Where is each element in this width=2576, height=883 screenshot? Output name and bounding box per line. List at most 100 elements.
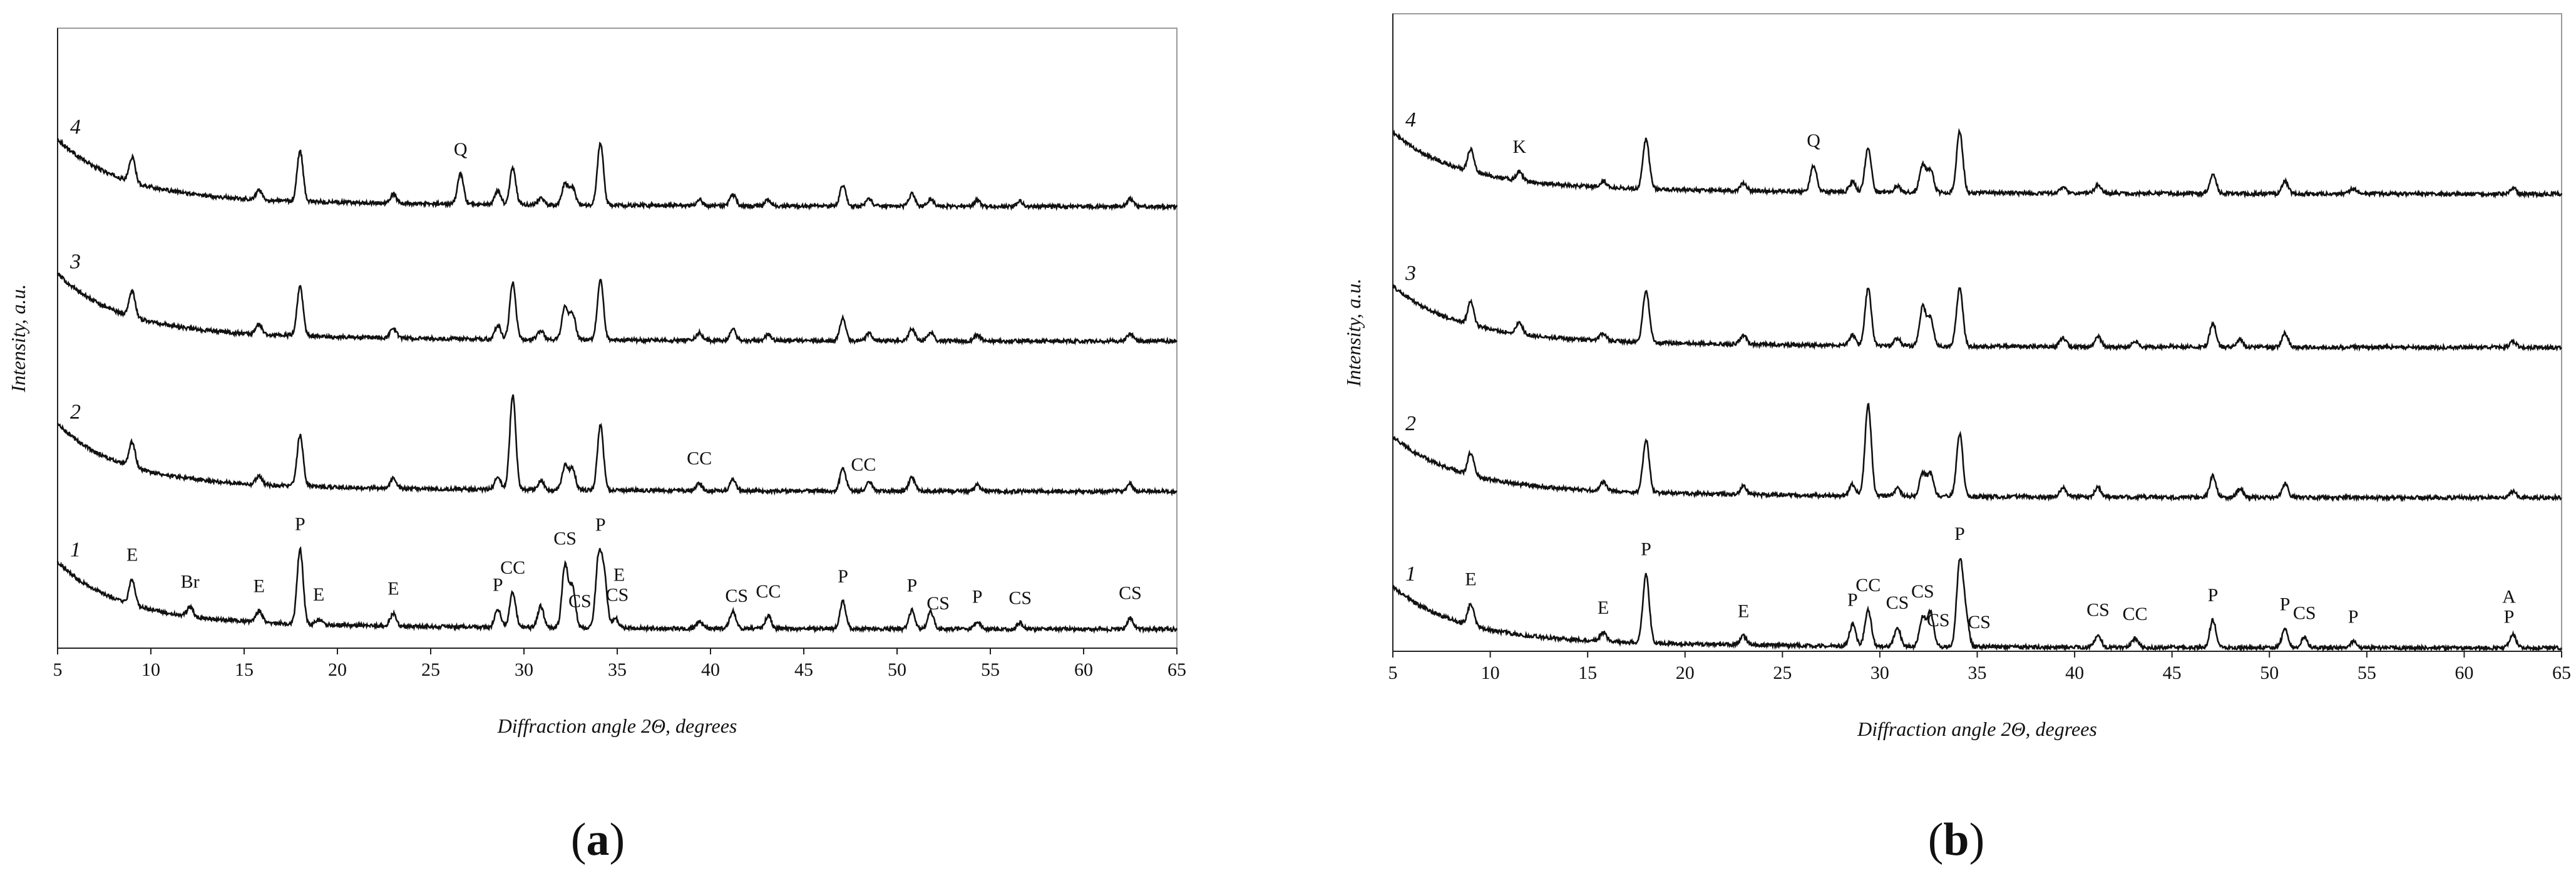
phase-annotation: E <box>613 565 625 586</box>
phase-annotation: CC <box>1855 575 1881 596</box>
x-tick-label: 55 <box>2358 663 2376 683</box>
phase-annotation: CS <box>1927 610 1950 631</box>
x-tick-label: 65 <box>2552 663 2571 683</box>
x-tick-label: 50 <box>2260 663 2279 683</box>
phase-annotation: P <box>1641 539 1651 560</box>
x-axis-label: Diffraction angle 2Θ, degrees <box>1857 718 2097 740</box>
series-4: 4Q <box>56 116 1178 212</box>
x-tick-label: 5 <box>53 659 63 680</box>
phase-annotation: P <box>2280 594 2291 614</box>
y-axis-label: Intensity, a.u. <box>7 284 29 393</box>
phase-annotation: E <box>1738 601 1749 622</box>
phase-annotation: CS <box>1968 612 1991 633</box>
x-tick-label: 30 <box>515 659 533 680</box>
phase-annotation: Br <box>181 571 200 592</box>
curve-number-label: 2 <box>1405 412 1416 435</box>
phase-annotation: E <box>126 545 138 565</box>
x-tick-label: 60 <box>1074 659 1093 680</box>
x-tick-label: 10 <box>1481 663 1500 683</box>
x-tick-label: 10 <box>141 659 160 680</box>
phase-annotation: E <box>254 576 265 597</box>
x-tick-label: 45 <box>794 659 813 680</box>
x-tick-label: 55 <box>981 659 1000 680</box>
phase-annotation: K <box>1512 137 1526 157</box>
x-tick-label: 25 <box>421 659 440 680</box>
phase-annotation: P <box>2504 607 2515 627</box>
curve-number-label: 4 <box>70 116 81 139</box>
phase-annotation: CS <box>606 585 629 606</box>
x-tick-label: 15 <box>1578 663 1597 683</box>
phase-annotation: E <box>1598 597 1609 618</box>
phase-annotation: CC <box>756 581 781 602</box>
curve-number-label: 1 <box>1405 562 1416 586</box>
phase-annotation: CS <box>553 529 577 549</box>
phase-annotation: CS <box>926 593 950 614</box>
diffraction-curve <box>56 272 1178 346</box>
phase-annotation: CS <box>1911 581 1934 602</box>
x-tick-label: 20 <box>328 659 347 680</box>
x-tick-label: 40 <box>701 659 720 680</box>
phase-annotation: CC <box>500 557 525 578</box>
diffraction-curve <box>56 394 1178 497</box>
x-tick-label: 40 <box>2065 663 2084 683</box>
phase-annotation: A <box>2502 587 2516 607</box>
phase-annotation: E <box>1465 569 1476 590</box>
x-tick-label: 60 <box>2455 663 2473 683</box>
phase-annotation: CS <box>2086 600 2110 621</box>
x-tick-label: 25 <box>1773 663 1792 683</box>
series-4: 4 K Q <box>1392 108 2563 199</box>
phase-annotation: CS <box>1886 592 1909 613</box>
phase-annotation: P <box>2348 606 2359 627</box>
phase-annotation: CC <box>2123 604 2148 624</box>
phase-annotation: P <box>906 575 917 596</box>
chart-panel-b: 5 10 15 20 25 30 35 40 45 50 55 60 65 Diffraction ang… <box>1342 13 2571 865</box>
curve-number-label: 2 <box>70 401 81 424</box>
diffraction-curve <box>1392 558 2563 653</box>
series-3: 3 <box>56 250 1178 346</box>
phase-annotation: CS <box>1119 583 1142 604</box>
x-tick-label: 65 <box>1167 659 1186 680</box>
panel-label: (b) <box>1928 814 1984 865</box>
diffraction-curve <box>1392 403 2562 503</box>
diffraction-curve <box>1392 283 2562 352</box>
phase-annotation: Q <box>1807 130 1820 151</box>
phase-annotation: P <box>295 514 305 534</box>
x-tick-label: 35 <box>1968 663 1987 683</box>
phase-annotation: P <box>838 566 848 587</box>
phase-annotation: CS <box>2293 602 2316 623</box>
series-2: 2 <box>1392 403 2562 503</box>
phase-annotation: P <box>595 514 606 535</box>
phase-annotation: P <box>972 586 983 607</box>
phase-annotation: P <box>1954 524 1965 544</box>
phase-annotation: P <box>1847 590 1858 611</box>
phase-annotation: CC <box>851 454 876 475</box>
x-tick-label: 45 <box>2163 663 2182 683</box>
curve-number-label: 3 <box>69 250 81 274</box>
curve-number-label: 4 <box>1405 108 1416 132</box>
panel-label: (a) <box>571 814 625 865</box>
plot-frame <box>1392 13 2562 652</box>
phase-annotation: CC <box>687 448 712 468</box>
phase-annotation: CS <box>568 591 592 612</box>
phase-annotation: E <box>313 584 324 605</box>
x-tick-label: 5 <box>1388 663 1398 683</box>
x-tick-label: 35 <box>608 659 627 680</box>
x-tick-label: 20 <box>1676 663 1695 683</box>
phase-annotation: P <box>493 575 503 596</box>
diffraction-curve <box>56 138 1178 212</box>
chart-panel-a: 5 10 15 20 25 30 35 40 45 50 55 60 65 Diffraction ang… <box>7 28 1186 865</box>
series-2: 2 CC CC <box>56 394 1178 497</box>
phase-annotation: P <box>2208 585 2219 606</box>
phase-annotation: CS <box>1008 588 1032 609</box>
x-axis-label: Diffraction angle 2Θ, degrees <box>497 715 737 737</box>
diffraction-curve <box>56 546 1178 634</box>
curve-number-label: 3 <box>1405 262 1416 285</box>
x-tick-label: 50 <box>888 659 906 680</box>
phase-annotation: E <box>387 579 399 599</box>
x-tick-label: 30 <box>1870 663 1889 683</box>
phase-annotation: CS <box>725 586 748 606</box>
series-3: 3 <box>1392 262 2562 352</box>
